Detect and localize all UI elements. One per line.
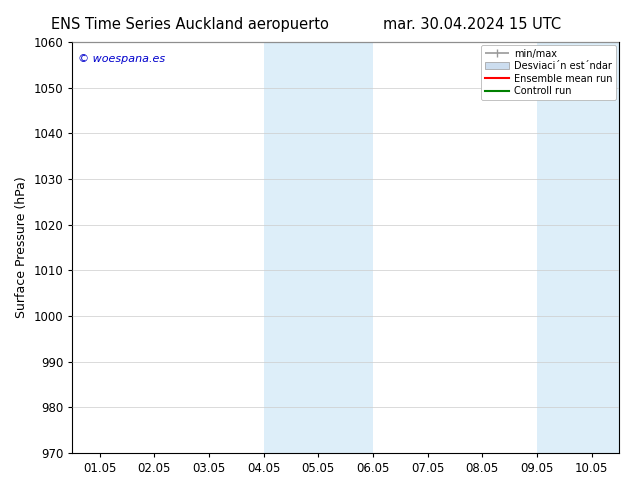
Legend: min/max, Desviaci´n est´ndar, Ensemble mean run, Controll run: min/max, Desviaci´n est´ndar, Ensemble m…	[481, 45, 616, 100]
Y-axis label: Surface Pressure (hPa): Surface Pressure (hPa)	[15, 176, 28, 318]
Bar	[264, 42, 373, 453]
Text: © woespana.es: © woespana.es	[78, 54, 165, 64]
Bar	[537, 42, 619, 453]
Text: ENS Time Series Auckland aeropuerto: ENS Time Series Auckland aeropuerto	[51, 17, 329, 32]
Text: mar. 30.04.2024 15 UTC: mar. 30.04.2024 15 UTC	[384, 17, 561, 32]
